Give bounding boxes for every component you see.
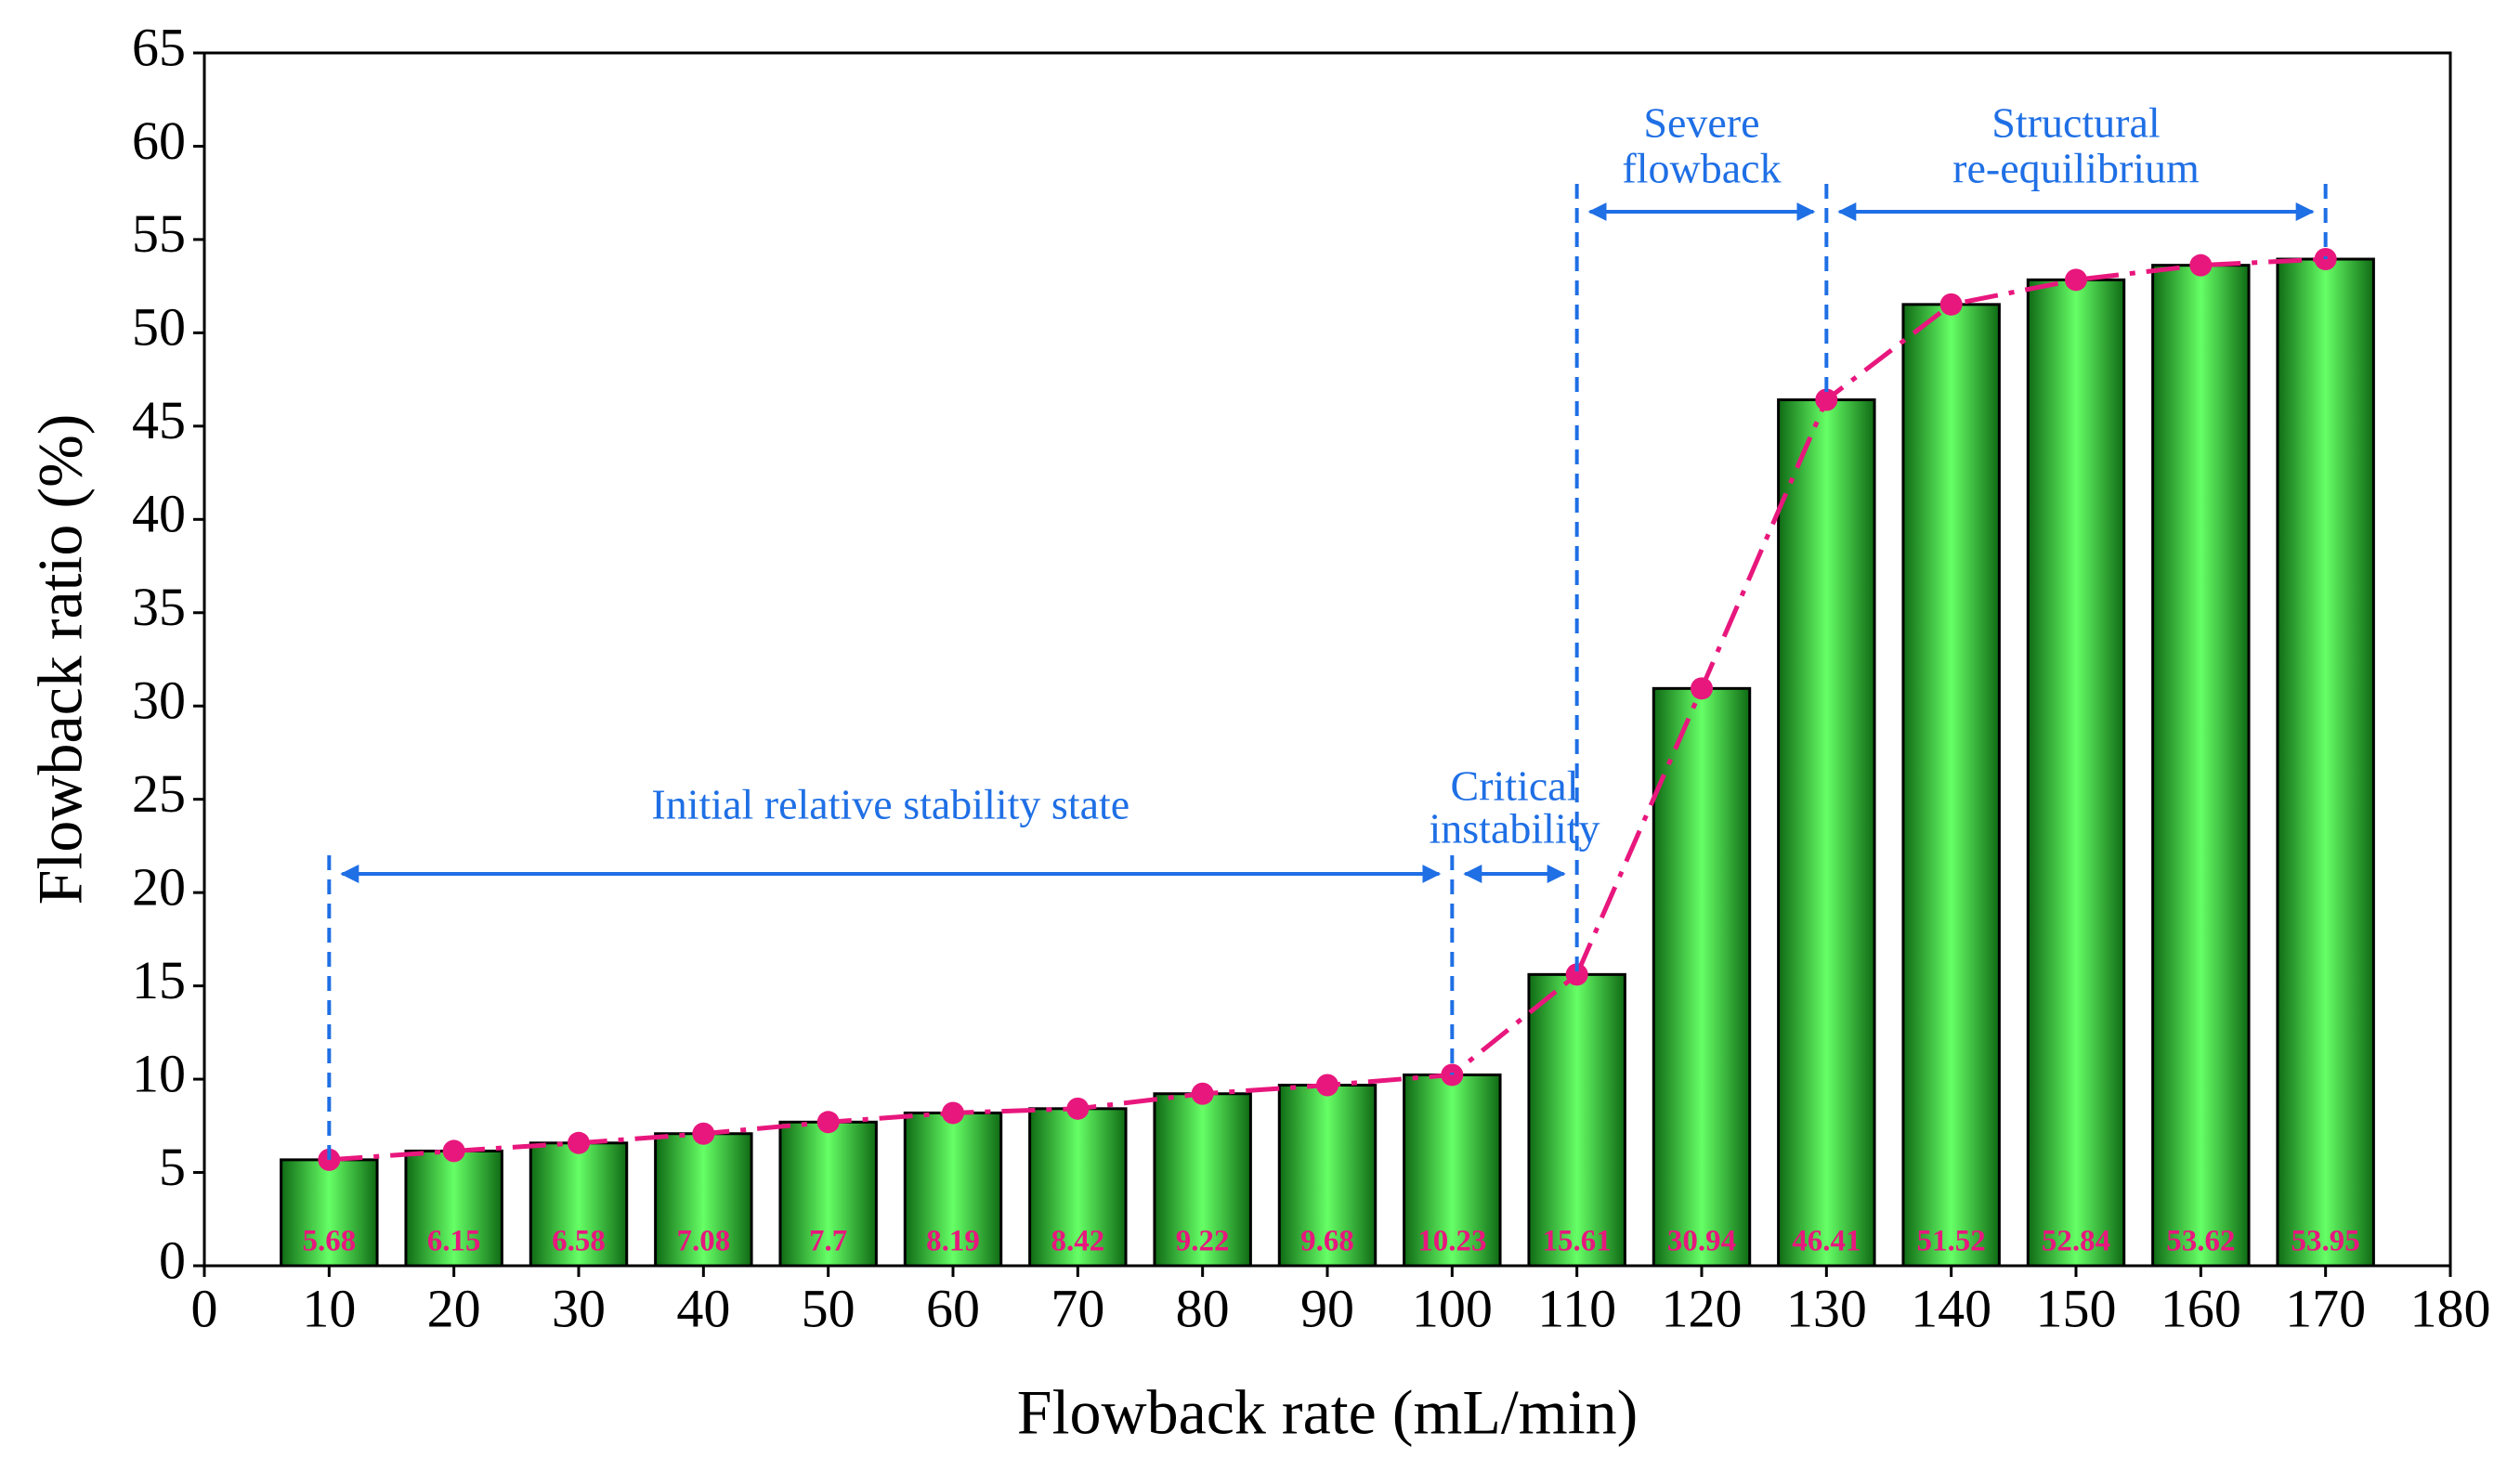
point [942, 1101, 964, 1125]
bar [654, 1132, 753, 1268]
x-tick-label: 160 [2161, 1278, 2241, 1338]
bar [404, 1149, 503, 1268]
point [1691, 677, 1713, 700]
y-tick-label: 30 [132, 670, 186, 731]
point [1316, 1074, 1338, 1097]
value-label: 6.15 [427, 1225, 481, 1258]
y-tick-label: 25 [132, 763, 186, 824]
x-tick-label: 170 [2285, 1278, 2366, 1338]
y-tick-label: 10 [132, 1043, 186, 1103]
bar [1403, 1073, 1502, 1268]
point [1815, 388, 1838, 411]
y-tick-label: 5 [159, 1137, 186, 1197]
stage-label: Initial relative stability state [651, 781, 1129, 828]
x-tick-label: 100 [1412, 1278, 1493, 1338]
y-tick-label: 0 [159, 1230, 186, 1290]
stage-label: Structural [1991, 99, 2160, 147]
value-label: 53.62 [2166, 1225, 2235, 1258]
value-label: 46.41 [1792, 1225, 1861, 1258]
value-label: 53.95 [2292, 1225, 2360, 1258]
bar [1901, 303, 2001, 1268]
point [2065, 268, 2087, 292]
x-tick-label: 80 [1176, 1278, 1230, 1338]
stage-label: instability [1430, 805, 1600, 853]
value-label: 5.68 [302, 1225, 356, 1258]
x-tick-label: 50 [802, 1278, 855, 1338]
trend-line [329, 256, 2326, 1163]
point [568, 1131, 590, 1154]
bar [1527, 972, 1626, 1268]
x-tick-label: 140 [1911, 1278, 1991, 1338]
y-tick-label: 50 [132, 297, 186, 358]
bar [2026, 278, 2126, 1268]
point [1191, 1082, 1214, 1105]
point [1565, 963, 1588, 986]
bar [1028, 1107, 1128, 1268]
value-label: 51.52 [1917, 1225, 1986, 1258]
x-tick-label: 120 [1662, 1278, 1743, 1338]
value-label: 30.94 [1667, 1225, 1736, 1258]
x-axis-label: Flowback rate (mL/min) [1017, 1377, 1638, 1448]
value-label: 10.23 [1417, 1225, 1486, 1258]
bar [903, 1111, 1003, 1268]
bar [1153, 1092, 1252, 1268]
x-tick-label: 60 [926, 1278, 980, 1338]
y-tick-label: 15 [132, 950, 186, 1010]
x-tick-label: 70 [1051, 1278, 1104, 1338]
value-label: 7.7 [809, 1225, 847, 1258]
x-tick-label: 110 [1537, 1278, 1616, 1338]
y-tick-label: 65 [132, 17, 186, 77]
value-label: 9.22 [1176, 1225, 1230, 1258]
value-label: 8.42 [1051, 1225, 1104, 1258]
y-tick-label: 45 [132, 390, 186, 450]
value-label: 52.84 [2042, 1225, 2110, 1258]
x-tick-label: 20 [427, 1278, 481, 1338]
x-tick-label: 150 [2036, 1278, 2117, 1338]
bar [778, 1120, 878, 1268]
value-label: 15.61 [1543, 1225, 1612, 1258]
bar [2151, 264, 2251, 1268]
plot-frame [202, 51, 2452, 1268]
stage-label: Severe [1643, 99, 1759, 147]
bar [1277, 1084, 1378, 1268]
bar [1777, 398, 1876, 1268]
y-tick-label: 60 [132, 111, 186, 171]
y-tick-label: 35 [132, 577, 186, 637]
y-tick-label: 40 [132, 484, 186, 544]
point [1066, 1097, 1090, 1120]
bar [280, 1158, 379, 1268]
stage-label: flowback [1622, 145, 1781, 192]
value-label: 8.19 [926, 1225, 980, 1258]
x-tick-label: 90 [1300, 1278, 1354, 1338]
x-tick-label: 10 [302, 1278, 356, 1338]
x-tick-label: 130 [1786, 1278, 1867, 1338]
bar [1652, 686, 1752, 1268]
y-tick-label: 55 [132, 203, 186, 264]
point [816, 1111, 840, 1134]
point [2189, 254, 2213, 277]
x-tick-label: 0 [191, 1278, 218, 1338]
value-label: 6.58 [552, 1225, 606, 1258]
point [442, 1139, 465, 1163]
y-tick-label: 20 [132, 856, 186, 917]
x-tick-label: 180 [2410, 1278, 2491, 1338]
stage-label: re-equilibrium [1952, 145, 2200, 192]
bar [2276, 257, 2375, 1268]
x-tick-label: 30 [552, 1278, 606, 1338]
value-label: 9.68 [1300, 1225, 1354, 1258]
x-tick-label: 40 [676, 1278, 730, 1338]
point [692, 1122, 715, 1145]
y-axis-label: Flowback ratio (%) [25, 414, 96, 905]
value-label: 7.08 [676, 1225, 730, 1258]
point [1939, 293, 1963, 316]
stage-label: Critical [1451, 762, 1579, 810]
